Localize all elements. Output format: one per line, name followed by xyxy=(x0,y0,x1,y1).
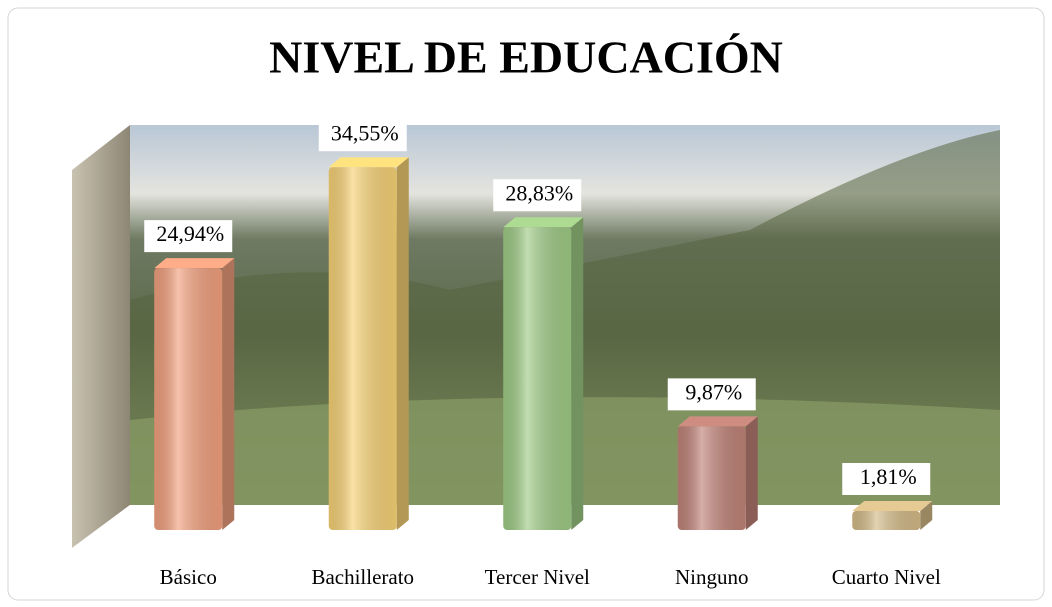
bar-side xyxy=(745,416,758,530)
value-label: 24,94% xyxy=(156,221,224,246)
bar-top xyxy=(677,416,758,427)
bar-top xyxy=(154,258,235,269)
side-wall xyxy=(72,125,130,548)
value-label: 9,87% xyxy=(685,379,742,404)
bar-side xyxy=(920,500,933,530)
bar-shine xyxy=(852,510,921,530)
bar-shine xyxy=(677,426,746,530)
x-tick-label: Bachillerato xyxy=(311,565,414,589)
bar-side xyxy=(571,217,584,530)
value-label-box xyxy=(144,220,233,253)
value-label-box xyxy=(318,119,407,152)
value-label: 1,81% xyxy=(860,464,917,489)
bar-shine xyxy=(503,227,572,530)
value-label-box xyxy=(493,179,582,212)
bar-side xyxy=(222,258,235,530)
bar-top xyxy=(852,500,933,511)
x-tick-label: Cuarto Nivel xyxy=(832,565,941,589)
bar-top xyxy=(328,157,409,168)
bar-top xyxy=(503,217,584,228)
x-tick-label: Ninguno xyxy=(675,565,749,589)
x-tick-label: Básico xyxy=(160,565,217,589)
bar-shine xyxy=(328,167,397,530)
bar-side xyxy=(396,157,409,530)
value-label: 28,83% xyxy=(505,180,573,205)
value-label: 34,55% xyxy=(331,120,399,145)
x-tick-label: Tercer Nivel xyxy=(485,565,590,589)
chart-title: NIVEL DE EDUCACIÓN xyxy=(269,32,783,83)
value-label-box xyxy=(842,462,931,495)
bar-shine xyxy=(154,268,223,530)
value-label-box xyxy=(667,378,756,411)
